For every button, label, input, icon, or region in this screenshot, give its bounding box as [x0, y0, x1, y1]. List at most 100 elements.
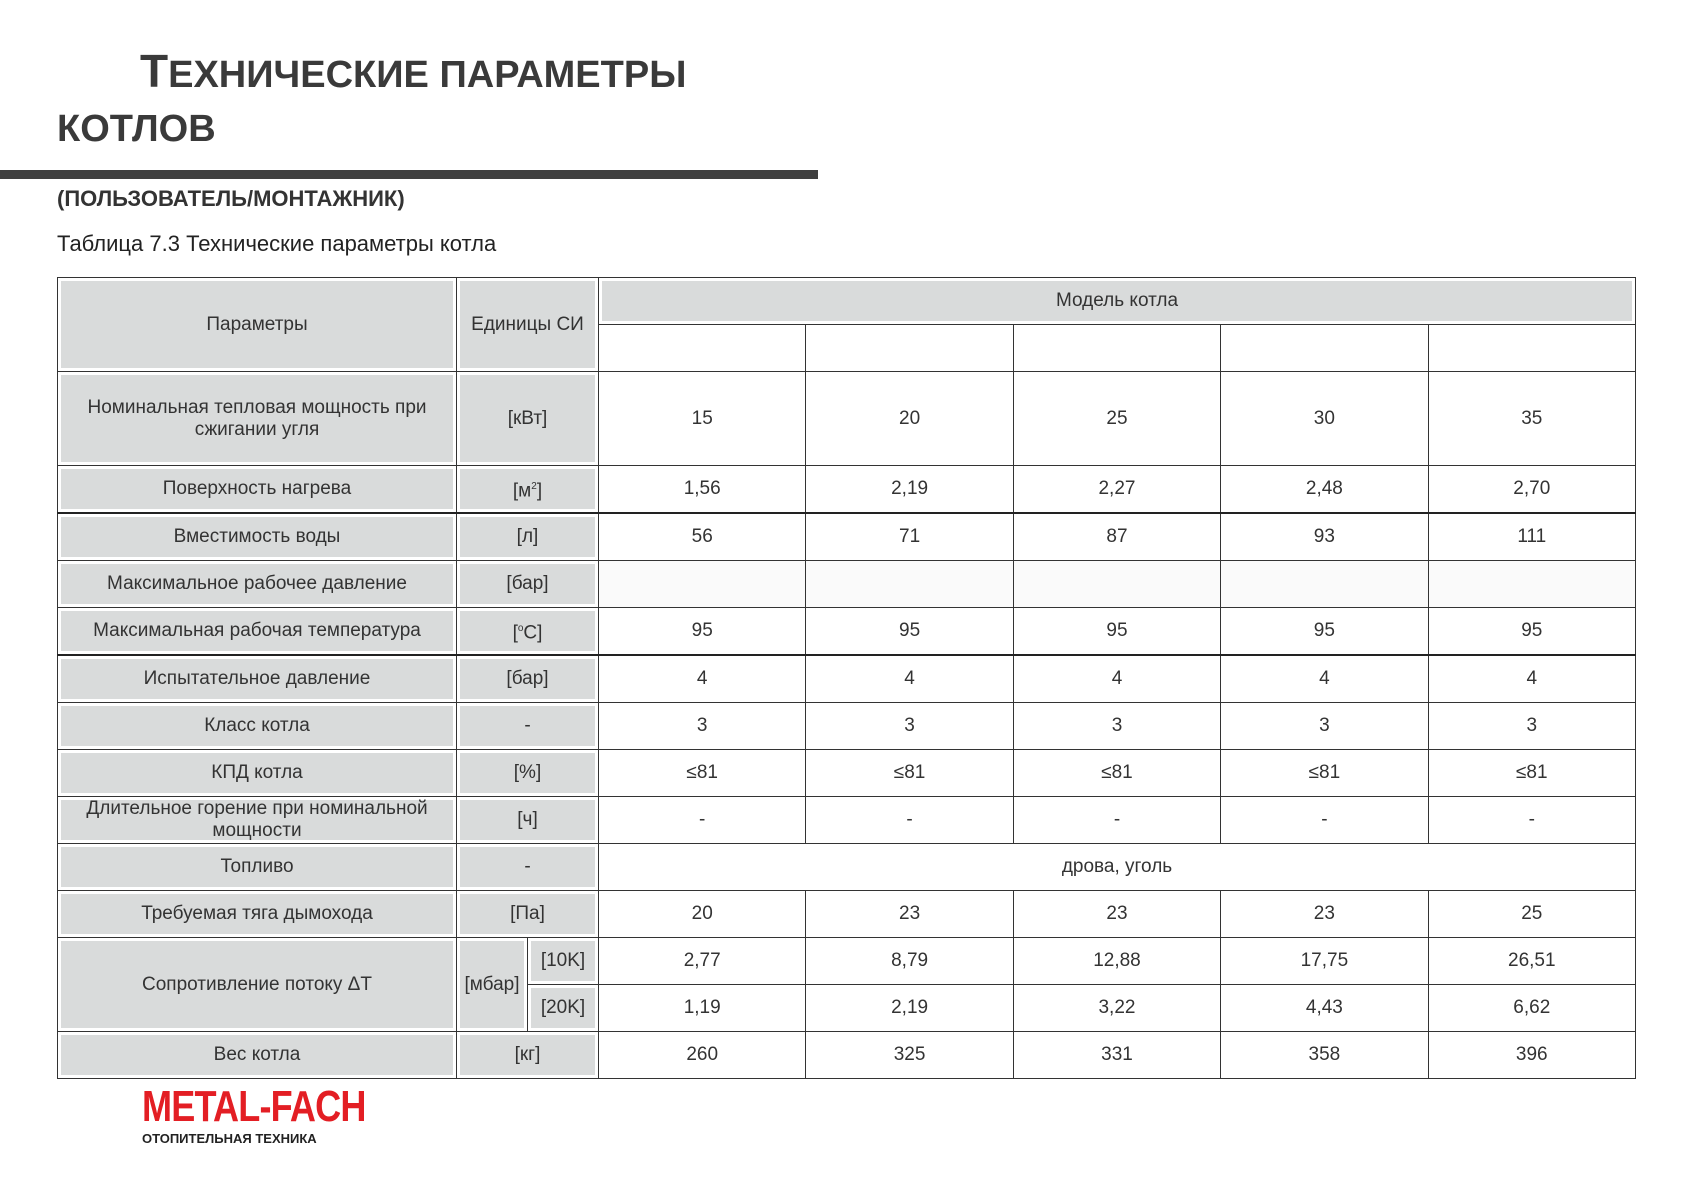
value-cell: 2,70 [1427, 465, 1637, 514]
value-cell: 93 [1220, 512, 1429, 561]
unit-label: [кг] [456, 1031, 599, 1079]
title-divider [0, 170, 818, 179]
table-row: Вместимость воды [л] 56 71 87 93 111 [57, 512, 1637, 561]
value-cell: 23 [1220, 890, 1429, 938]
param-label: Вместимость воды [57, 512, 457, 561]
unit-label: [oC] [456, 607, 599, 656]
section-subtitle: (ПОЛЬЗОВАТЕЛЬ/МОНТАЖНИК) [57, 186, 405, 211]
param-label: Требуемая тяга дымохода [57, 890, 457, 938]
value-cell: 95 [1012, 607, 1222, 656]
header-params: Параметры [57, 277, 457, 372]
value-cell: ≤81 [805, 749, 1014, 797]
value-cell: 331 [1012, 1031, 1222, 1079]
merged-value-cell: дрова, уголь [598, 843, 1636, 891]
table-row: Максимальное рабочее давление [бар] [57, 560, 1637, 608]
table-row: Вес котла [кг] 260 325 331 358 396 [57, 1031, 1637, 1079]
value-cell: 3 [597, 702, 807, 750]
value-cell: 2,48 [1220, 465, 1429, 514]
value-cell: 4 [597, 654, 807, 703]
value-cell: 56 [597, 512, 807, 561]
value-cell: 25 [1012, 371, 1222, 466]
param-label: Топливо [57, 843, 457, 891]
value-cell: 4 [805, 654, 1014, 703]
value-cell: - [1427, 796, 1637, 844]
sub-unit-label: [20K] [527, 984, 599, 1032]
value-cell: 30 [1220, 371, 1429, 466]
unit-label: [бар] [456, 560, 599, 608]
value-cell: 20 [805, 371, 1014, 466]
unit-label: [бар] [456, 654, 599, 703]
logo-tagline: ОТОПИТЕЛЬНАЯ ТЕХНИКА [142, 1131, 317, 1146]
value-cell: 12,88 [1012, 937, 1222, 985]
value-cell: 95 [597, 607, 807, 656]
table-row: КПД котла [%] ≤81 ≤81 ≤81 ≤81 ≤81 [57, 749, 1637, 797]
unit-label: [л] [456, 512, 599, 561]
unit-label: [%] [456, 749, 599, 797]
value-cell: 3 [805, 702, 1014, 750]
sub-unit-label: [10K] [527, 937, 599, 985]
unit-label: [кВт] [456, 371, 599, 466]
param-label: Класс котла [57, 702, 457, 750]
unit-text: [м [512, 480, 532, 502]
param-label: Максимальное рабочее давление [57, 560, 457, 608]
model-cell [597, 324, 807, 372]
model-cell [1220, 324, 1429, 372]
unit-superscript: 2 [531, 480, 537, 492]
logo-brand: METAL-FACH [142, 1082, 366, 1131]
value-cell [1012, 560, 1222, 608]
value-cell: - [597, 796, 807, 844]
value-cell [805, 560, 1014, 608]
value-cell: 8,79 [805, 937, 1014, 985]
value-cell: ≤81 [1012, 749, 1222, 797]
value-cell: 2,27 [1012, 465, 1222, 514]
table-caption: Таблица 7.3 Технические параметры котла [57, 231, 497, 256]
value-cell: 325 [805, 1031, 1014, 1079]
value-cell: 95 [1220, 607, 1429, 656]
value-cell: 111 [1427, 512, 1637, 561]
value-cell: 1,19 [597, 984, 807, 1032]
title-line-1: Технические параметры [140, 45, 687, 97]
value-cell: 20 [597, 890, 807, 938]
value-cell [1220, 560, 1429, 608]
table-row: Требуемая тяга дымохода [Па] 20 23 23 23 25 [57, 890, 1637, 938]
page-title: Технические параметры котлов [57, 44, 686, 156]
unit-text-end: C] [523, 622, 543, 644]
param-label: КПД котла [57, 749, 457, 797]
value-cell: 26,51 [1427, 937, 1637, 985]
value-cell: 4 [1427, 654, 1637, 703]
unit-text: [ [512, 622, 518, 644]
value-cell: 4 [1220, 654, 1429, 703]
table-row: Поверхность нагрева [м2] 1,56 2,19 2,27 2,48 2… [57, 465, 1637, 514]
value-cell: ≤81 [597, 749, 807, 797]
value-cell: 23 [1012, 890, 1222, 938]
value-cell: 23 [805, 890, 1014, 938]
value-cell: 3 [1012, 702, 1222, 750]
table-row: Топливо - дрова, уголь [57, 843, 1636, 891]
unit-label: [Па] [456, 890, 599, 938]
value-cell: 6,62 [1427, 984, 1637, 1032]
table-row: Сопротивление потоку ΔT [мбар] [10K] 2,77 8,… [57, 937, 1637, 1032]
model-cell [1427, 324, 1637, 372]
value-cell: 87 [1012, 512, 1222, 561]
value-cell: 25 [1427, 890, 1637, 938]
value-cell: 4 [1012, 654, 1222, 703]
model-cell [805, 324, 1014, 372]
value-cell: 71 [805, 512, 1014, 561]
unit-label: [ч] [456, 796, 599, 844]
specs-table: Параметры Единицы СИ Модель котла Номина… [57, 277, 1637, 1079]
value-cell [597, 560, 807, 608]
header-models: Модель котла [598, 277, 1636, 325]
value-cell [1427, 560, 1637, 608]
value-cell: 17,75 [1220, 937, 1429, 985]
param-label: Испытательное давление [57, 654, 457, 703]
value-cell: 358 [1220, 1031, 1429, 1079]
metal-fach-logo: METAL-FACH ОТОПИТЕЛЬНАЯ ТЕХНИКА [142, 1082, 415, 1147]
unit-label: [мбар] [456, 937, 528, 1032]
value-cell: 3,22 [1012, 984, 1222, 1032]
value-cell: ≤81 [1427, 749, 1637, 797]
value-cell: 3 [1220, 702, 1429, 750]
table-row: Длительное горение при номинальной мощно… [57, 796, 1637, 844]
table-row: Испытательное давление [бар] 4 4 4 4 4 [57, 654, 1637, 703]
value-cell: 15 [597, 371, 807, 466]
param-label: Сопротивление потоку ΔT [57, 937, 457, 1032]
